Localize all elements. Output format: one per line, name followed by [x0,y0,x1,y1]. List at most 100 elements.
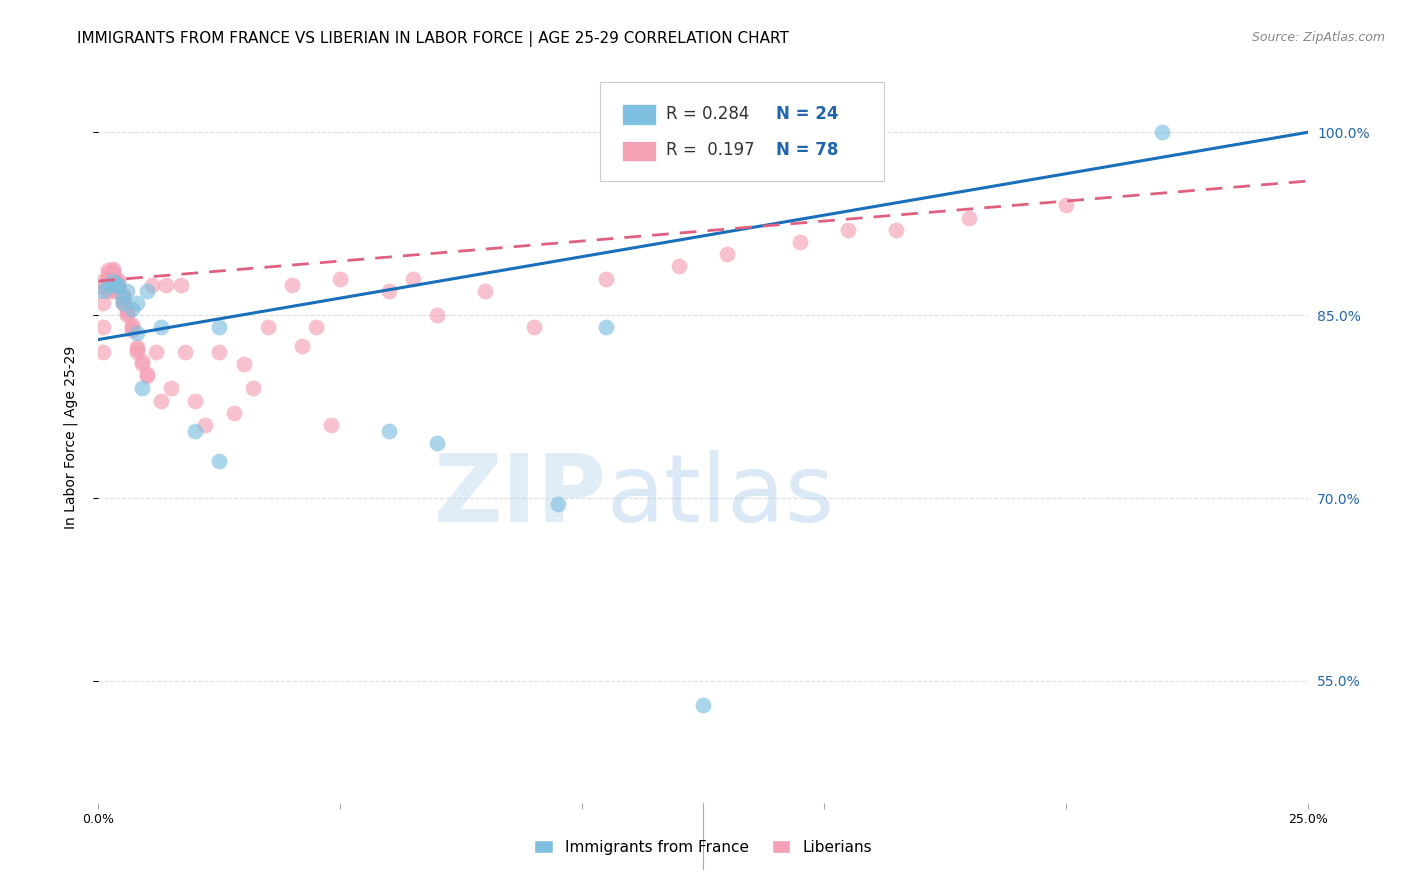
Point [91,284,114,298]
Bar [621,104,655,125]
Point [174,344,197,359]
Point [169,277,191,292]
Point [426,436,449,450]
Point [101,277,124,292]
Point [141,277,163,292]
Point [135,284,157,298]
Point [668,260,690,274]
Point [121,302,143,317]
Text: N = 78: N = 78 [776,141,838,160]
Point [91,274,114,288]
Point [101,267,124,281]
Point [127,326,149,341]
Point [101,274,124,288]
Point [117,308,139,322]
Point [91,320,114,334]
Text: R = 0.284: R = 0.284 [665,104,749,123]
Point [377,284,399,298]
Point [789,235,811,249]
Point [127,340,149,354]
Point [595,320,617,334]
Point [131,357,153,371]
Point [107,273,129,287]
Point [111,293,134,308]
Point [97,277,120,292]
Point [111,293,134,307]
Text: R =  0.197: R = 0.197 [665,141,754,160]
Point [111,287,134,301]
Point [111,290,134,304]
Point [281,277,304,292]
Text: N = 24: N = 24 [776,104,838,123]
Point [101,284,124,298]
Point [329,271,352,285]
Point [97,263,120,277]
Point [91,344,114,359]
Point [91,281,114,295]
Point [127,296,149,310]
Point [145,344,167,359]
Point [523,320,546,334]
Point [208,454,231,468]
Point [160,381,183,395]
Point [121,318,143,332]
Point [957,211,980,225]
Point [101,277,124,292]
Point [402,271,425,285]
Bar [621,141,655,161]
Legend: Immigrants from France, Liberians: Immigrants from France, Liberians [529,834,877,861]
Point [595,271,617,285]
Point [111,296,134,310]
Point [155,277,177,292]
Point [111,290,134,304]
Point [886,223,908,237]
Point [107,277,129,292]
Point [107,275,129,289]
Point [184,393,207,408]
Y-axis label: In Labor Force | Age 25-29: In Labor Force | Age 25-29 [63,345,77,529]
Point [127,344,149,359]
Text: ZIP: ZIP [433,450,606,541]
Point [117,303,139,318]
Point [97,274,120,288]
Point [184,424,207,438]
Point [290,339,312,353]
Point [377,424,399,438]
Point [242,381,264,395]
Point [97,284,120,298]
Point [117,306,139,320]
Point [107,279,129,293]
Point [208,344,231,359]
Point [692,698,714,713]
Point [131,381,153,395]
Point [222,406,245,420]
Text: atlas: atlas [606,450,835,541]
Point [150,393,173,408]
Point [117,284,139,298]
Point [1054,198,1077,212]
Point [97,269,120,284]
Point [305,320,328,334]
Point [101,274,124,288]
Point [107,284,129,298]
Point [426,308,449,322]
Point [101,264,124,278]
Point [121,320,143,334]
Point [131,354,153,368]
Point [319,417,342,432]
Point [256,320,278,334]
Point [135,369,157,384]
Point [121,323,143,337]
Point [474,284,496,298]
Point [232,357,254,371]
Point [97,266,120,280]
Point [101,269,124,284]
Point [97,271,120,285]
Point [107,281,129,295]
Point [716,247,738,261]
Point [101,281,124,295]
Point [107,280,129,294]
Point [97,281,120,295]
Point [837,223,859,237]
Point [91,296,114,310]
